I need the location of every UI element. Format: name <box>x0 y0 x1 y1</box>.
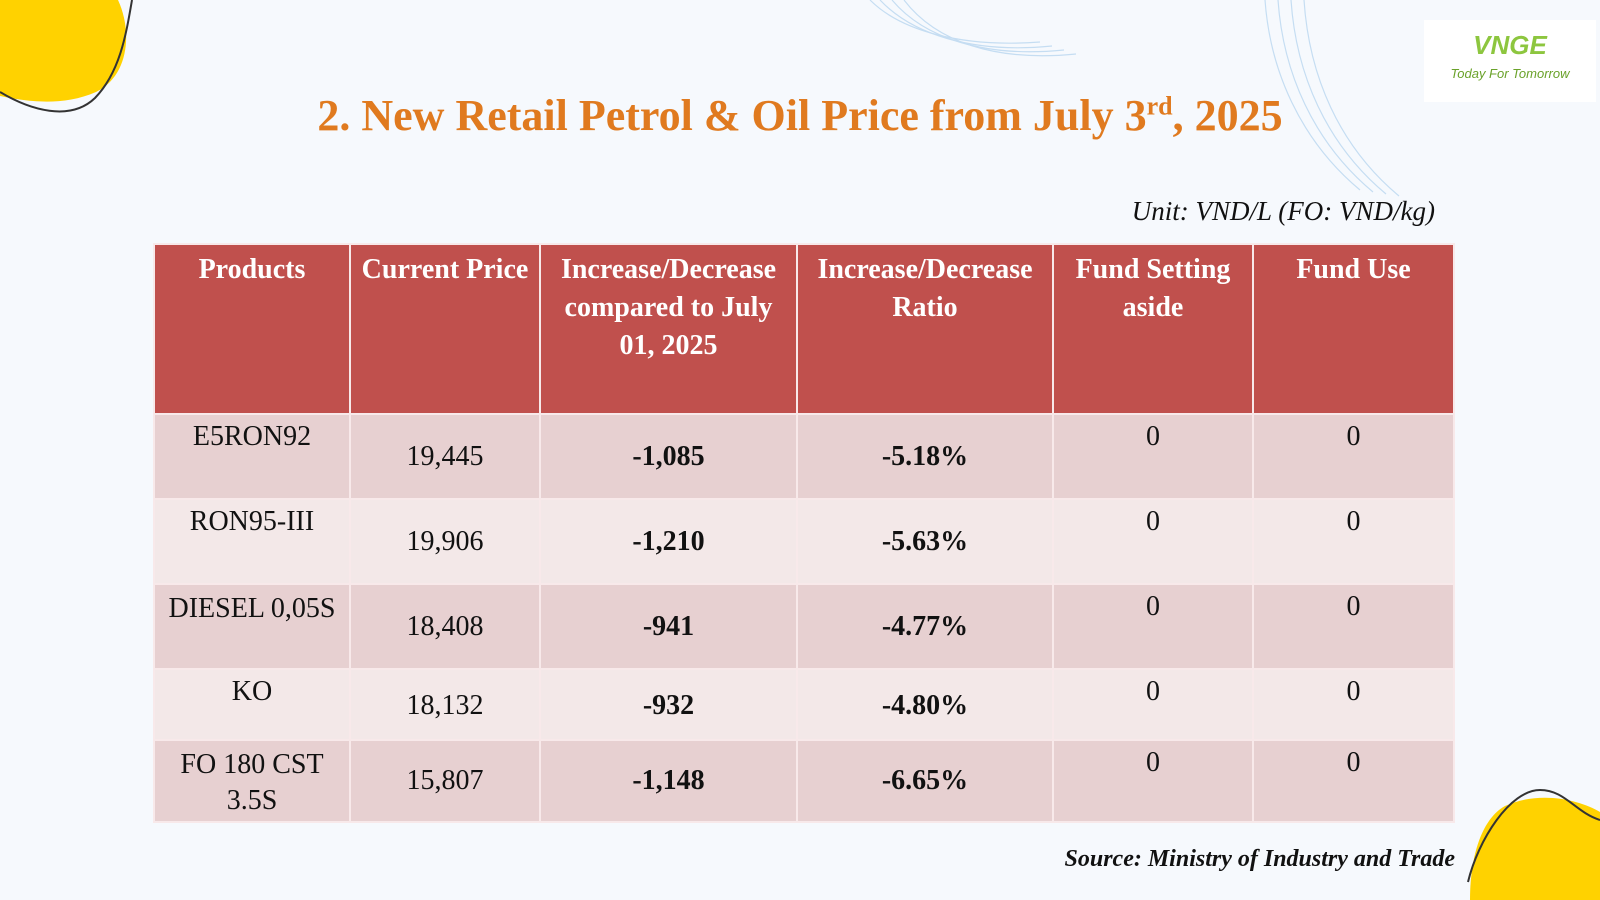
ratio-cell: -5.18% <box>796 413 1054 500</box>
product-name: KO <box>231 676 273 707</box>
fund-setting-cell: 0 <box>1052 413 1254 500</box>
table-row: KO 18,132 -932 -4.80% 0 0 <box>153 668 1455 741</box>
squiggle-bottom-right <box>1467 788 1600 883</box>
fund-setting-value: 0 <box>1146 676 1160 707</box>
ratio-value: -5.18% <box>881 441 969 472</box>
fund-use-value: 0 <box>1346 676 1361 707</box>
change-cell: -1,210 <box>539 498 798 585</box>
header-fund-use: Fund Use <box>1252 243 1455 415</box>
fund-setting-value: 0 <box>1146 591 1160 622</box>
fund-use-cell: 0 <box>1252 668 1455 741</box>
table-row: RON95-III 19,906 -1,210 -5.63% 0 0 <box>153 498 1455 585</box>
ratio-value: -6.65% <box>881 765 969 796</box>
change-cell: -1,085 <box>539 413 798 500</box>
change-value: -1,148 <box>632 765 705 796</box>
table-row: E5RON92 19,445 -1,085 -5.18% 0 0 <box>153 413 1455 500</box>
fund-setting-cell: 0 <box>1052 498 1254 585</box>
product-cell: FO 180 CST 3.5S <box>153 739 351 823</box>
title-tail: , 2025 <box>1172 91 1283 140</box>
ratio-value: -5.63% <box>881 526 969 557</box>
table-row: FO 180 CST 3.5S 15,807 -1,148 -6.65% 0 0 <box>153 739 1455 823</box>
slide-title: 2. New Retail Petrol & Oil Price from Ju… <box>0 88 1600 144</box>
fund-use-value: 0 <box>1346 747 1361 778</box>
header-fund-setting: Fund Setting aside <box>1052 243 1254 415</box>
price-cell: 18,408 <box>349 583 541 670</box>
yellow-blob-bottom-right <box>1470 797 1600 900</box>
change-cell: -941 <box>539 583 798 670</box>
ratio-cell: -5.63% <box>796 498 1054 585</box>
change-value: -1,085 <box>632 441 705 472</box>
product-cell: KO <box>153 668 351 741</box>
fund-setting-value: 0 <box>1146 506 1160 537</box>
price-cell: 19,445 <box>349 413 541 500</box>
product-cell: E5RON92 <box>153 413 351 500</box>
product-name: FO 180 CST 3.5S <box>180 749 324 816</box>
vnge-logo: VNGE Today For Tomorrow <box>1424 20 1596 102</box>
title-superscript: rd <box>1146 91 1173 121</box>
price-table: Products Current Price Increase/Decrease… <box>153 243 1455 823</box>
product-name: DIESEL 0,05S <box>168 593 336 624</box>
header-current-price: Current Price <box>349 243 541 415</box>
change-cell: -1,148 <box>539 739 798 823</box>
yellow-blob-top-left <box>0 0 127 102</box>
header-row: Products Current Price Increase/Decrease… <box>153 243 1455 415</box>
price-value: 18,408 <box>406 611 484 642</box>
product-name: E5RON92 <box>192 421 312 452</box>
header-change: Increase/Decrease compared to July 01, 2… <box>539 243 798 415</box>
fund-setting-cell: 0 <box>1052 583 1254 670</box>
unit-note: Unit: VND/L (FO: VND/kg) <box>1131 196 1435 226</box>
ratio-cell: -4.80% <box>796 668 1054 741</box>
source-note: Source: Ministry of Industry and Trade <box>1064 846 1456 872</box>
ratio-value: -4.77% <box>881 611 969 642</box>
fund-use-cell: 0 <box>1252 498 1455 585</box>
title-text: 2. New Retail Petrol & Oil Price from Ju… <box>317 91 1147 140</box>
price-cell: 18,132 <box>349 668 541 741</box>
fund-use-cell: 0 <box>1252 739 1455 823</box>
fund-use-value: 0 <box>1346 506 1361 537</box>
fund-use-value: 0 <box>1346 591 1361 622</box>
ratio-cell: -6.65% <box>796 739 1054 823</box>
price-cell: 15,807 <box>349 739 541 823</box>
product-cell: DIESEL 0,05S <box>153 583 351 670</box>
logo-tagline: Today For Tomorrow <box>1450 66 1570 81</box>
price-value: 18,132 <box>406 690 484 721</box>
fund-setting-cell: 0 <box>1052 668 1254 741</box>
price-value: 15,807 <box>406 765 484 796</box>
fund-use-cell: 0 <box>1252 413 1455 500</box>
change-value: -1,210 <box>632 526 705 557</box>
price-cell: 19,906 <box>349 498 541 585</box>
change-cell: -932 <box>539 668 798 741</box>
price-value: 19,906 <box>406 526 484 557</box>
change-value: -932 <box>642 690 695 721</box>
product-cell: RON95-III <box>153 498 351 585</box>
header-products: Products <box>153 243 351 415</box>
fund-use-value: 0 <box>1346 421 1361 452</box>
ratio-cell: -4.77% <box>796 583 1054 670</box>
product-name: RON95-III <box>189 506 315 537</box>
table-row: DIESEL 0,05S 18,408 -941 -4.77% 0 0 <box>153 583 1455 670</box>
change-value: -941 <box>642 611 695 642</box>
price-value: 19,445 <box>406 441 484 472</box>
logo-mark: VNGE <box>1473 30 1547 60</box>
ratio-value: -4.80% <box>881 690 969 721</box>
header-ratio: Increase/Decrease Ratio <box>796 243 1054 415</box>
fund-setting-value: 0 <box>1146 747 1160 778</box>
fund-setting-value: 0 <box>1146 421 1160 452</box>
fund-setting-cell: 0 <box>1052 739 1254 823</box>
fund-use-cell: 0 <box>1252 583 1455 670</box>
